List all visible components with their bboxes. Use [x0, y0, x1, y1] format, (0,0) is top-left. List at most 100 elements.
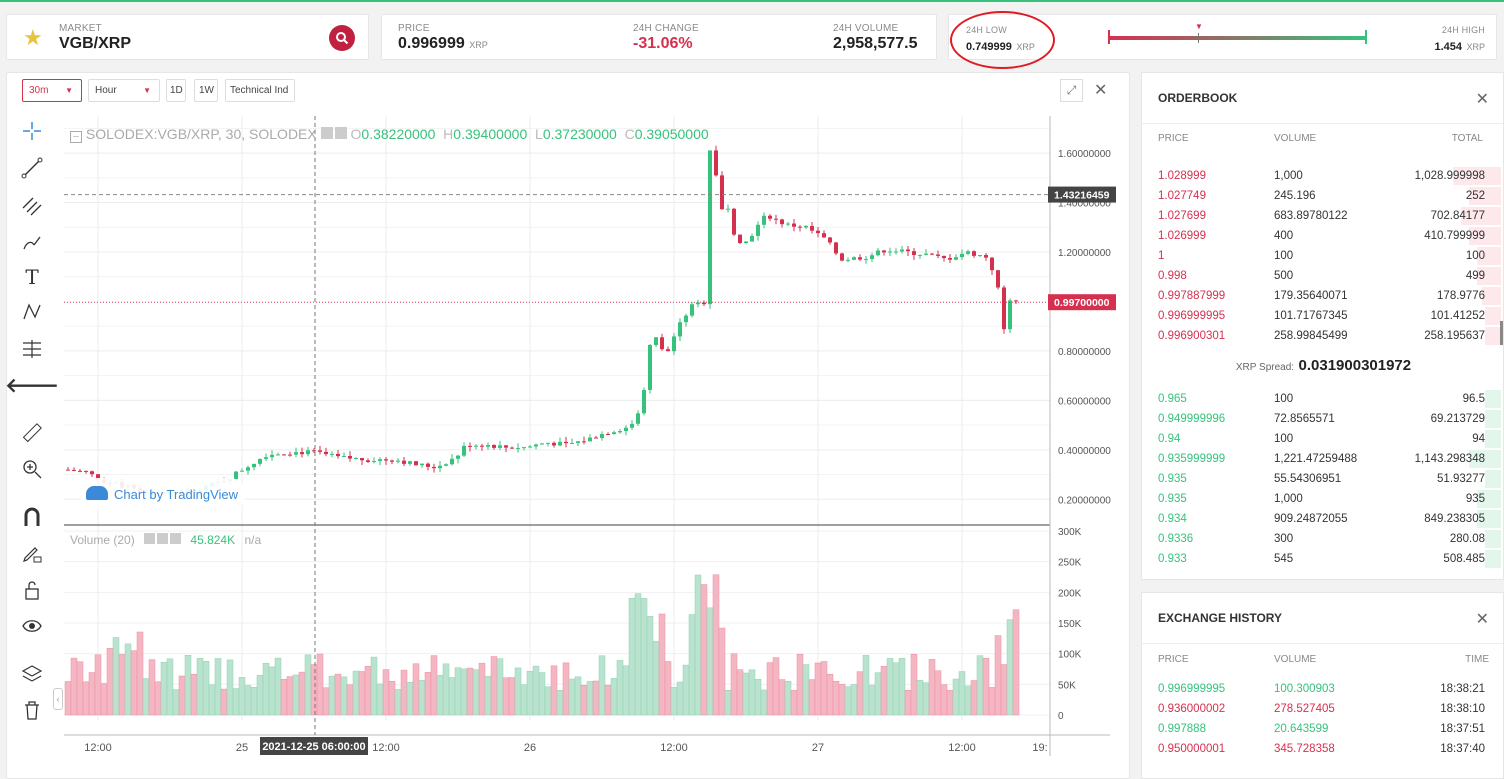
brush-icon-svg: [23, 236, 41, 250]
candle-body: [858, 257, 862, 260]
bid-row[interactable]: 0.949999996 72.8565571 69.213729: [1142, 409, 1503, 429]
volume-bar: [418, 679, 426, 716]
ask-row[interactable]: 1 100 100: [1142, 246, 1503, 266]
candle-body: [528, 446, 532, 448]
volume-gear-icon[interactable]: [157, 533, 169, 544]
history-row[interactable]: 0.996999995 100.300903 18:38:21: [1142, 679, 1503, 699]
ask-row[interactable]: 0.996999995 101.71767345 101.41252: [1142, 306, 1503, 326]
candle-body: [774, 218, 778, 220]
bid-row[interactable]: 0.965 100 96.5: [1142, 389, 1503, 409]
candle-body: [480, 445, 484, 447]
search-button[interactable]: [329, 25, 355, 51]
trend-line-icon[interactable]: [20, 156, 44, 180]
crosshair-icon[interactable]: [20, 119, 44, 143]
zoom-in-icon[interactable]: [20, 457, 44, 481]
volume-tick: 150K: [1058, 619, 1082, 630]
ask-row[interactable]: 0.997887999 179.35640071 178.9776: [1142, 286, 1503, 306]
ask-row[interactable]: 1.028999 1,000 1,028.999998: [1142, 166, 1503, 186]
volume-cell: 1,221.47259488: [1274, 453, 1358, 465]
candle-body: [780, 219, 784, 225]
bid-row[interactable]: 0.935 55.54306951 51.93277: [1142, 469, 1503, 489]
technical-indicators-button[interactable]: Technical Ind: [225, 79, 295, 102]
candle-body: [588, 437, 592, 442]
brush-icon[interactable]: [20, 230, 44, 254]
ask-row[interactable]: 1.027699 683.89780122 702.84177: [1142, 206, 1503, 226]
price-chart[interactable]: 1.60000000 1.40000000 1.20000000 0.80000000…: [64, 116, 1144, 758]
total-cell: 178.9776: [1437, 290, 1485, 302]
history-row[interactable]: 0.950000001 345.728358 18:37:40: [1142, 739, 1503, 759]
candle-body: [876, 250, 880, 256]
back-arrow-icon[interactable]: 🡐: [5, 373, 59, 397]
volume-bar: [550, 665, 558, 716]
volume-cell: 400: [1274, 230, 1294, 242]
pattern-icon[interactable]: [20, 300, 44, 324]
prediction-icon[interactable]: [20, 337, 44, 361]
history-row[interactable]: 0.936000002 278.527405 18:38:10: [1142, 699, 1503, 719]
depth-bar: [1461, 207, 1501, 225]
total-cell: 280.08: [1449, 533, 1485, 545]
candle-body: [522, 447, 526, 449]
candle-body: [792, 223, 796, 227]
ask-row[interactable]: 1.027749 245.196 252: [1142, 186, 1503, 206]
close-chart-icon[interactable]: ✕: [1094, 82, 1108, 99]
orderbook-panel: ORDERBOOK ✕ PRICE VOLUME TOTAL 1.028999 1…: [1141, 72, 1504, 580]
trash-icon[interactable]: [20, 698, 44, 722]
close-history-icon[interactable]: ✕: [1475, 611, 1489, 628]
magnet-icon[interactable]: [20, 505, 44, 529]
price-cell: 0.949999996: [1158, 413, 1226, 425]
candle-body: [66, 469, 70, 471]
time-tick: 19:: [1032, 742, 1047, 754]
volume-bar: [904, 690, 912, 716]
ask-row[interactable]: 0.998 500 499: [1142, 266, 1503, 286]
volume-eye-icon[interactable]: [144, 533, 156, 544]
text-tool-icon[interactable]: T: [20, 265, 44, 289]
candle-body: [492, 444, 496, 448]
bid-row[interactable]: 0.933 545 508.485: [1142, 549, 1503, 569]
bid-row[interactable]: 0.94 100 94: [1142, 429, 1503, 449]
volume-close-icon[interactable]: [170, 533, 182, 544]
ruler-icon[interactable]: [20, 421, 44, 445]
orderbook-scrollbar[interactable]: [1500, 321, 1503, 345]
tradingview-watermark[interactable]: Chart by TradingView: [80, 478, 247, 510]
ask-row[interactable]: 1.026999 400 410.799999: [1142, 226, 1503, 246]
close-orderbook-icon[interactable]: ✕: [1475, 91, 1489, 108]
candle-body: [1014, 300, 1018, 302]
depth-bar: [1477, 267, 1501, 285]
market-pair[interactable]: VGB/XRP: [59, 35, 132, 52]
eye-icon[interactable]: [20, 614, 44, 638]
fullscreen-icon[interactable]: ⤢: [1060, 79, 1083, 102]
legend-collapse-icon[interactable]: –: [70, 131, 82, 143]
bid-row[interactable]: 0.935999999 1,221.47259488 1,143.298348: [1142, 449, 1503, 469]
unit-select[interactable]: Hour ▼: [88, 79, 160, 102]
lock-drawing-icon[interactable]: [20, 541, 44, 565]
bid-row[interactable]: 0.9336 300 280.08: [1142, 529, 1503, 549]
bid-row[interactable]: 0.934 909.24872055 849.238305: [1142, 509, 1503, 529]
candle-body: [90, 471, 94, 475]
candle-body: [822, 233, 826, 238]
fib-channel-icon[interactable]: [20, 193, 44, 217]
volume-bar: [952, 678, 960, 716]
candle-body: [312, 450, 316, 452]
interval-1w-button[interactable]: 1W: [194, 79, 218, 102]
unlock-icon[interactable]: [20, 578, 44, 602]
ask-row[interactable]: 0.996900301 258.99845499 258.195637: [1142, 326, 1503, 346]
favorite-star-icon[interactable]: ★: [23, 25, 43, 50]
volume-bar: [682, 664, 690, 716]
candle-body: [390, 460, 394, 462]
history-row[interactable]: 0.997888 20.643599 18:37:51: [1142, 719, 1503, 739]
volume-legend-na: n/a: [244, 533, 262, 547]
bid-row[interactable]: 0.935 1,000 935: [1142, 489, 1503, 509]
high-label: 24H HIGH: [1441, 25, 1485, 35]
candle-body: [852, 257, 856, 260]
volume-cell: 55.54306951: [1274, 473, 1342, 485]
volume-bar: [304, 654, 312, 716]
interval-1d-button[interactable]: 1D: [166, 79, 186, 102]
layers-icon[interactable]: [20, 662, 44, 686]
legend-gear-icon[interactable]: [334, 127, 347, 139]
collapse-toolbar-icon[interactable]: ‹: [53, 688, 63, 710]
interval-select[interactable]: 30m ▼: [22, 79, 82, 102]
price-cell: 1: [1158, 250, 1165, 262]
volume-bar: [232, 688, 240, 716]
price-cell: 1.027749: [1158, 190, 1206, 202]
legend-eye-icon[interactable]: [320, 127, 333, 139]
